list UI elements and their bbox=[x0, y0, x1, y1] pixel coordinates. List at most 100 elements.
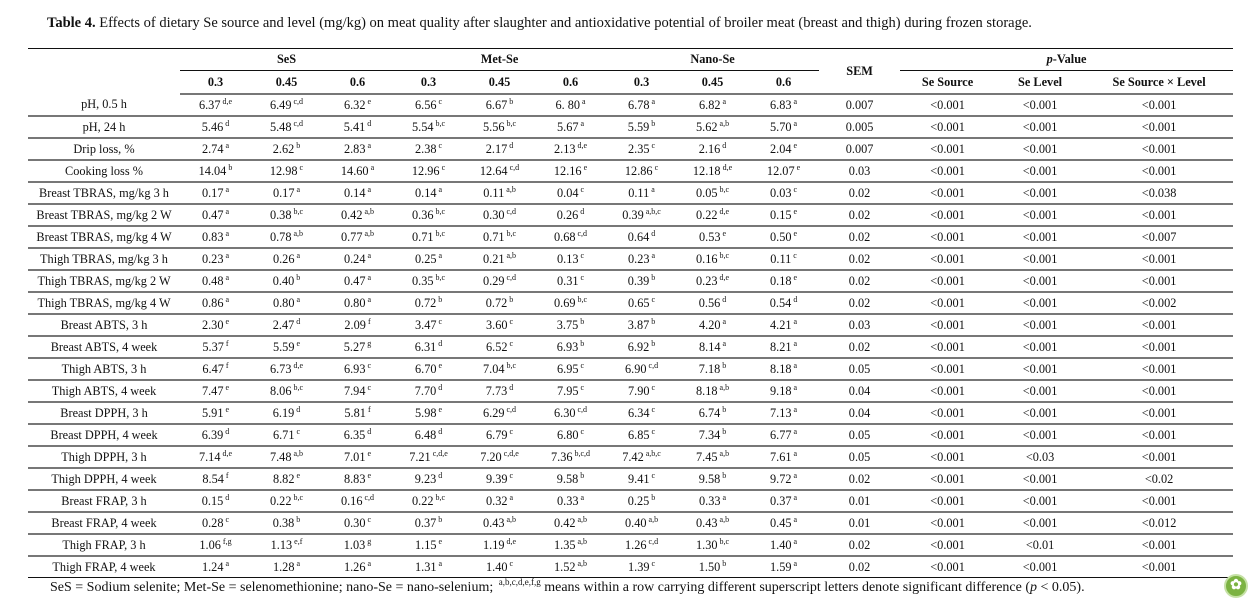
value: 6.73 bbox=[269, 361, 292, 376]
significance-superscript: a bbox=[580, 492, 585, 502]
value: 7.01 bbox=[343, 449, 366, 464]
significance-superscript: b,c bbox=[577, 294, 588, 304]
value-cell: 0.42 a,b bbox=[535, 512, 607, 535]
value: 0.38 bbox=[269, 207, 292, 222]
value-cell: 12.07 e bbox=[748, 160, 820, 183]
value-cell: 0.37 a bbox=[748, 490, 820, 513]
value: 7.14 bbox=[198, 449, 221, 464]
value: 5.81 bbox=[344, 405, 366, 420]
value: 1.28 bbox=[272, 559, 295, 574]
row-label: Breast FRAP, 4 week bbox=[28, 512, 180, 535]
p-value-cell: <0.001 bbox=[1085, 556, 1234, 578]
p-value-cell: <0.001 bbox=[995, 358, 1086, 381]
value-cell: 6.71 c bbox=[251, 424, 322, 447]
value-cell: 0.32 a bbox=[464, 490, 536, 513]
row-label: Breast TBRAS, mg/kg 2 W bbox=[28, 204, 180, 227]
value-cell: 9.41 c bbox=[606, 468, 678, 491]
value-cell: 8.82 e bbox=[251, 468, 322, 491]
significance-superscript: f bbox=[225, 470, 229, 480]
value: 7.61 bbox=[770, 449, 792, 464]
value-cell: 8.14 a bbox=[677, 336, 749, 359]
value: 0.22 bbox=[269, 493, 292, 508]
value-cell: 0.17 a bbox=[251, 182, 322, 205]
value: 0.40 bbox=[272, 273, 295, 288]
value-cell: 6.19 d bbox=[251, 402, 322, 425]
value-cell: 0.11 c bbox=[748, 248, 820, 271]
caption-text: Effects of dietary Se source and level (… bbox=[99, 15, 1032, 31]
significance-superscript: c,d bbox=[506, 404, 517, 414]
significance-superscript: b,c bbox=[506, 360, 517, 370]
value: 0.18 bbox=[770, 273, 792, 288]
level-header: 0.3 bbox=[180, 70, 251, 95]
table-label: Table 4. bbox=[47, 15, 96, 31]
value: 7.95 bbox=[556, 383, 579, 398]
value-cell: 1.59 a bbox=[748, 556, 820, 578]
significance-superscript: c,d bbox=[506, 272, 517, 282]
value: 5.62 bbox=[695, 119, 718, 134]
significance-superscript: d bbox=[793, 294, 798, 304]
value: 5.46 bbox=[201, 119, 224, 134]
significance-superscript: d bbox=[722, 140, 727, 150]
value: 1.19 bbox=[482, 537, 505, 552]
value-cell: 3.75 b bbox=[535, 314, 607, 337]
value-cell: 0.35 b,c bbox=[393, 270, 465, 293]
value-cell: 9.39 c bbox=[464, 468, 536, 491]
significance-superscript: c,d bbox=[648, 536, 659, 546]
value-cell: 0.86 a bbox=[180, 292, 251, 315]
value: 6.92 bbox=[627, 339, 650, 354]
significance-superscript: b bbox=[722, 360, 727, 370]
value: 12.96 bbox=[411, 163, 440, 178]
value-cell: 0.69 b,c bbox=[535, 292, 607, 315]
p-value-cell: <0.001 bbox=[995, 402, 1086, 425]
value-cell: 2.04 e bbox=[748, 138, 820, 161]
value-cell: 6.35 d bbox=[322, 424, 394, 447]
significance-superscript: d,e bbox=[719, 206, 730, 216]
significance-superscript: d bbox=[722, 294, 727, 304]
significance-superscript: a bbox=[438, 250, 443, 260]
value-cell: 0.48 a bbox=[180, 270, 251, 293]
significance-superscript: c,d bbox=[506, 206, 517, 216]
p-value-cell: <0.001 bbox=[1085, 116, 1234, 139]
value: 6.49 bbox=[269, 97, 292, 112]
value-cell: 5.27 g bbox=[322, 336, 394, 359]
sem-cell: 0.02 bbox=[819, 204, 901, 227]
value: 0.43 bbox=[482, 515, 505, 530]
significance-superscript: d,e bbox=[222, 448, 233, 458]
row-label: Thigh TBRAS, mg/kg 2 W bbox=[28, 270, 180, 293]
significance-superscript: a bbox=[582, 96, 586, 106]
sem-cell: 0.02 bbox=[819, 292, 901, 315]
value-cell: 6.52 c bbox=[464, 336, 536, 359]
value: 0.71 bbox=[482, 229, 505, 244]
value: 1.50 bbox=[698, 559, 721, 574]
value: 9.58 bbox=[556, 471, 579, 486]
group-header-met-se: Met-Se bbox=[393, 48, 607, 71]
value-cell: 0.54 d bbox=[748, 292, 820, 315]
footnote-superscript: a,b,c,d,e,f,g bbox=[498, 577, 541, 587]
value-cell: 7.47 e bbox=[180, 380, 251, 403]
p-value-cell: <0.001 bbox=[900, 380, 996, 403]
sem-cell: 0.03 bbox=[819, 160, 901, 183]
significance-superscript: a,b bbox=[719, 118, 730, 128]
significance-superscript: b bbox=[509, 96, 514, 106]
value-cell: 5.41 d bbox=[322, 116, 394, 139]
significance-superscript: b bbox=[438, 294, 443, 304]
value: 6.56 bbox=[414, 97, 437, 112]
p-value-cell: <0.001 bbox=[1085, 248, 1234, 271]
significance-superscript: e bbox=[438, 360, 443, 370]
value: 0.80 bbox=[343, 295, 366, 310]
significance-superscript: b bbox=[651, 492, 656, 502]
value: 5.59 bbox=[272, 339, 295, 354]
significance-superscript: c bbox=[438, 96, 443, 106]
significance-superscript: a bbox=[793, 536, 798, 546]
table-row: Drip loss, % 2.74 a 2.62 b 2.83 a 2.38 c 2.17 d 2.1… bbox=[28, 138, 1234, 161]
p-column-header: Se Source bbox=[900, 70, 996, 95]
value: 6.47 bbox=[202, 361, 224, 376]
p-value-cell: <0.001 bbox=[900, 402, 996, 425]
sem-cell: 0.007 bbox=[819, 94, 901, 117]
p-value-cell: <0.01 bbox=[995, 534, 1086, 557]
significance-superscript: a bbox=[296, 184, 301, 194]
table-row: Breast TBRAS, mg/kg 4 W 0.83 a 0.78 a,b 0.77 a… bbox=[28, 226, 1234, 249]
p-value-cell: <0.001 bbox=[900, 512, 996, 535]
value-cell: 0.23 a bbox=[180, 248, 251, 271]
value-cell: 0.22 d,e bbox=[677, 204, 749, 227]
